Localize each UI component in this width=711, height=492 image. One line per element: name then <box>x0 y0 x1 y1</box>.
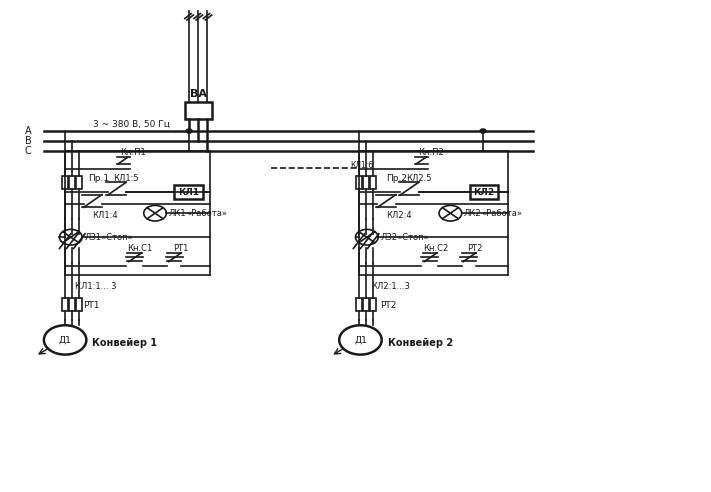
Circle shape <box>144 205 166 221</box>
Text: Кн.П1: Кн.П1 <box>120 148 146 156</box>
Text: РТ1: РТ1 <box>173 245 188 253</box>
Text: РТ2: РТ2 <box>467 245 483 253</box>
Text: ЛЗ2«Стоп»: ЛЗ2«Стоп» <box>380 233 429 242</box>
Text: ЛК1: ЛК1 <box>169 209 186 218</box>
Circle shape <box>480 129 486 133</box>
Bar <box>370 298 376 310</box>
Text: КЛ1:1... 3: КЛ1:1... 3 <box>75 282 117 291</box>
Bar <box>370 176 376 189</box>
Circle shape <box>60 229 82 245</box>
Text: ЛЗ1«Стоп»: ЛЗ1«Стоп» <box>84 233 133 242</box>
Bar <box>70 298 75 310</box>
Bar <box>77 176 82 189</box>
Bar <box>363 176 369 189</box>
Text: «Работа»: «Работа» <box>186 209 228 218</box>
Text: «Работа»: «Работа» <box>481 209 523 218</box>
Bar <box>63 298 68 310</box>
Circle shape <box>186 129 192 133</box>
Text: КЛ2:4: КЛ2:4 <box>386 211 412 220</box>
Text: ЛК2: ЛК2 <box>464 209 481 218</box>
Bar <box>63 176 68 189</box>
Bar <box>356 176 362 189</box>
Bar <box>70 176 75 189</box>
Text: ВА: ВА <box>190 90 207 99</box>
Circle shape <box>439 205 461 221</box>
Text: КЛ2:1...3: КЛ2:1...3 <box>371 282 410 291</box>
Circle shape <box>339 325 382 355</box>
Circle shape <box>44 325 86 355</box>
Text: Пр.1: Пр.1 <box>88 174 109 183</box>
Bar <box>356 298 362 310</box>
Bar <box>363 298 369 310</box>
Text: КЛ1:6: КЛ1:6 <box>351 161 374 170</box>
Text: РТ1: РТ1 <box>84 301 100 310</box>
Text: КЛ1: КЛ1 <box>178 187 199 197</box>
Text: Пр.2: Пр.2 <box>386 174 407 183</box>
Bar <box>185 102 212 119</box>
Text: Кн.П2: Кн.П2 <box>419 148 444 156</box>
Text: B: B <box>25 136 32 146</box>
Circle shape <box>356 229 378 245</box>
Text: Конвейер 2: Конвейер 2 <box>388 338 453 348</box>
Text: Д1: Д1 <box>354 336 367 344</box>
Text: КЛ2: КЛ2 <box>473 187 494 197</box>
Text: Д1: Д1 <box>59 336 72 344</box>
Text: Кн.С1: Кн.С1 <box>127 245 153 253</box>
Text: A: A <box>25 126 31 136</box>
Text: КЛ2.5: КЛ2.5 <box>406 174 432 183</box>
Text: C: C <box>25 146 32 155</box>
Text: РТ2: РТ2 <box>380 301 397 310</box>
Bar <box>77 298 82 310</box>
Text: КЛ1:5: КЛ1:5 <box>113 174 139 183</box>
Text: Кн.С2: Кн.С2 <box>423 245 448 253</box>
Text: Конвейер 1: Конвейер 1 <box>92 338 157 348</box>
Text: КЛ1:4: КЛ1:4 <box>92 211 117 220</box>
Bar <box>174 185 203 199</box>
Bar <box>469 185 498 199</box>
Text: 3 ~ 380 В, 50 Гц: 3 ~ 380 В, 50 Гц <box>93 120 171 129</box>
